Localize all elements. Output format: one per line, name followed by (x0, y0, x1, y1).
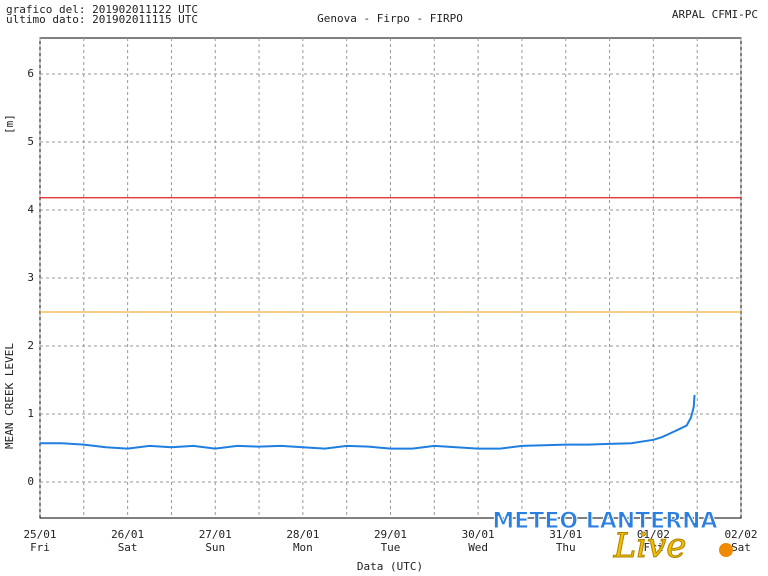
header-right: ARPAL CFMI-PC (672, 8, 758, 21)
logo-sun (719, 543, 733, 557)
watermark: METEO LANTERNA (492, 509, 717, 534)
x-tick-label: 26/01 (111, 528, 144, 541)
y-tick-label: 1 (27, 407, 34, 420)
x-tick-day: Sun (205, 541, 225, 554)
y-tick-label: 2 (27, 339, 34, 352)
y-tick-label: 6 (27, 67, 34, 80)
chart-title: Genova - Firpo - FIRPO (317, 12, 463, 25)
x-tick-label: 01/02 (637, 528, 670, 541)
watermark: Live (613, 526, 687, 566)
y-tick-label: 3 (27, 271, 34, 284)
x-tick-label: 02/02 (724, 528, 757, 541)
y-axis-label: MEAN CREEK LEVEL (3, 343, 16, 449)
x-axis-label: Data (UTC) (357, 560, 423, 573)
y-tick-label: 5 (27, 135, 34, 148)
header-left: grafico del: 201902011122 UTC (6, 3, 198, 16)
data-line (40, 394, 696, 450)
x-tick-day: Sat (731, 541, 751, 554)
x-tick-label: 29/01 (374, 528, 407, 541)
x-tick-label: 25/01 (23, 528, 56, 541)
x-tick-day: Fri (643, 541, 663, 554)
x-tick-label: 30/01 (462, 528, 495, 541)
y-tick-label: 4 (27, 203, 34, 216)
x-tick-label: 31/01 (549, 528, 582, 541)
x-tick-label: 28/01 (286, 528, 319, 541)
x-tick-day: Wed (468, 541, 488, 554)
x-tick-day: Fri (30, 541, 50, 554)
y-unit: [m] (3, 114, 16, 134)
header-left: ultimo dato: 201902011115 UTC (6, 13, 198, 26)
x-tick-day: Sat (118, 541, 138, 554)
x-tick-day: Mon (293, 541, 313, 554)
x-tick-day: Thu (556, 541, 576, 554)
y-tick-label: 0 (27, 475, 34, 488)
x-tick-day: Tue (381, 541, 401, 554)
x-tick-label: 27/01 (199, 528, 232, 541)
